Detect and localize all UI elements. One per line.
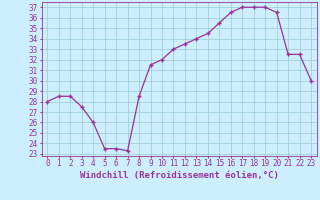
X-axis label: Windchill (Refroidissement éolien,°C): Windchill (Refroidissement éolien,°C) xyxy=(80,171,279,180)
